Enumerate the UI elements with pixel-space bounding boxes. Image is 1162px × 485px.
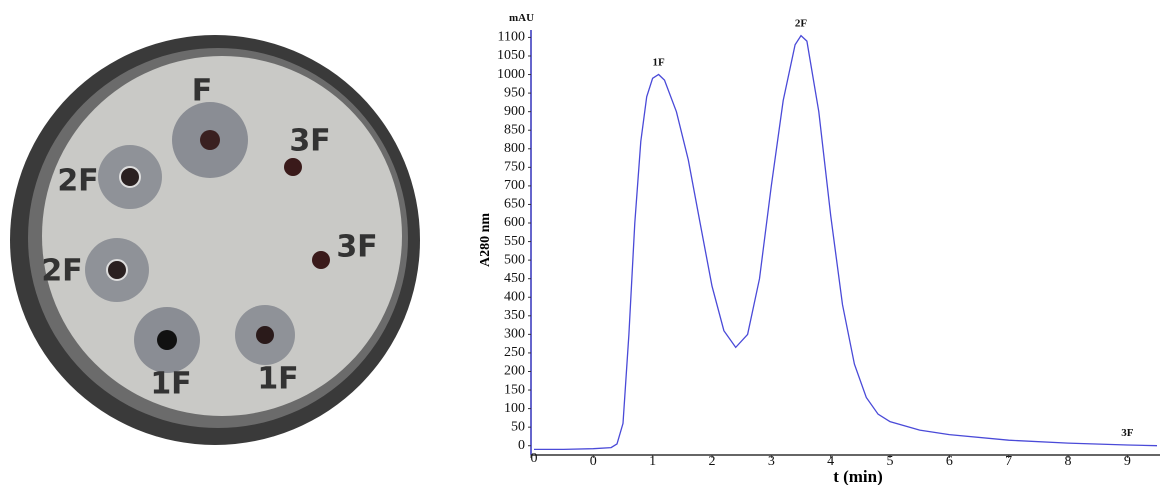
y-tick-label: 750 bbox=[504, 160, 525, 175]
x-tick-label: 9 bbox=[1124, 454, 1131, 469]
petri-dish: F 3F 2F 3F 2F 1F 1F bbox=[10, 35, 420, 445]
y-tick-label: 600 bbox=[504, 215, 525, 230]
y-tick-label: 350 bbox=[504, 308, 525, 323]
y-tick-label: 1100 bbox=[498, 30, 525, 45]
y-tick-label: 0 bbox=[518, 438, 525, 453]
well bbox=[200, 130, 220, 150]
y-tick-label: 900 bbox=[504, 104, 525, 119]
well-label: 1F bbox=[257, 362, 298, 397]
y-tick-label: 100 bbox=[504, 401, 525, 416]
x-axis-label: t (min) bbox=[833, 467, 883, 485]
x-tick-label: 5 bbox=[887, 454, 894, 469]
y-tick-label: 550 bbox=[504, 234, 525, 249]
y-tick-label: 400 bbox=[504, 289, 525, 304]
y-tick-label: 500 bbox=[504, 252, 525, 267]
well-label: 1F bbox=[150, 367, 191, 402]
y-tick-label: 250 bbox=[504, 345, 525, 360]
x-tick-label: 0 bbox=[531, 451, 538, 466]
well bbox=[106, 259, 128, 281]
x-tick-label: 0 bbox=[590, 454, 597, 469]
x-tick-label: 6 bbox=[946, 454, 953, 469]
x-tick-label: 8 bbox=[1065, 454, 1072, 469]
well bbox=[157, 330, 177, 350]
x-tick-label: 4 bbox=[827, 454, 834, 469]
y-tick-label: 300 bbox=[504, 327, 525, 342]
y-tick-label: 1050 bbox=[497, 48, 525, 63]
y-tick-label: 1000 bbox=[497, 67, 525, 82]
well-label: 3F bbox=[336, 230, 377, 265]
well-label: F bbox=[192, 74, 213, 109]
peak-label: 2F bbox=[795, 18, 808, 30]
well-label: 2F bbox=[57, 164, 98, 199]
y-tick-label: 50 bbox=[511, 419, 525, 434]
well bbox=[284, 158, 302, 176]
y-tick-label: 800 bbox=[504, 141, 525, 156]
well bbox=[312, 251, 330, 269]
peak-label: 3F bbox=[1121, 427, 1134, 439]
well bbox=[256, 326, 274, 344]
y-tick-label: 450 bbox=[504, 271, 525, 286]
y-tick-label: 950 bbox=[504, 85, 525, 100]
y-unit: mAU bbox=[509, 12, 534, 24]
y-tick-label: 200 bbox=[504, 364, 525, 379]
y-axis-label: A280 nm bbox=[478, 213, 493, 267]
peak-label: 1F bbox=[652, 57, 665, 69]
x-tick-label: 2 bbox=[708, 454, 715, 469]
y-tick-label: 150 bbox=[504, 382, 525, 397]
x-tick-label: 1 bbox=[649, 454, 656, 469]
y-tick-label: 850 bbox=[504, 122, 525, 137]
series-line bbox=[534, 34, 1158, 451]
well-label: 2F bbox=[41, 254, 82, 289]
y-tick-label: 650 bbox=[504, 197, 525, 212]
y-tick-label: 700 bbox=[504, 178, 525, 193]
well-label: 3F bbox=[289, 124, 330, 159]
well bbox=[119, 166, 141, 188]
x-tick-label: 3 bbox=[768, 454, 775, 469]
x-tick-label: 7 bbox=[1005, 454, 1012, 469]
